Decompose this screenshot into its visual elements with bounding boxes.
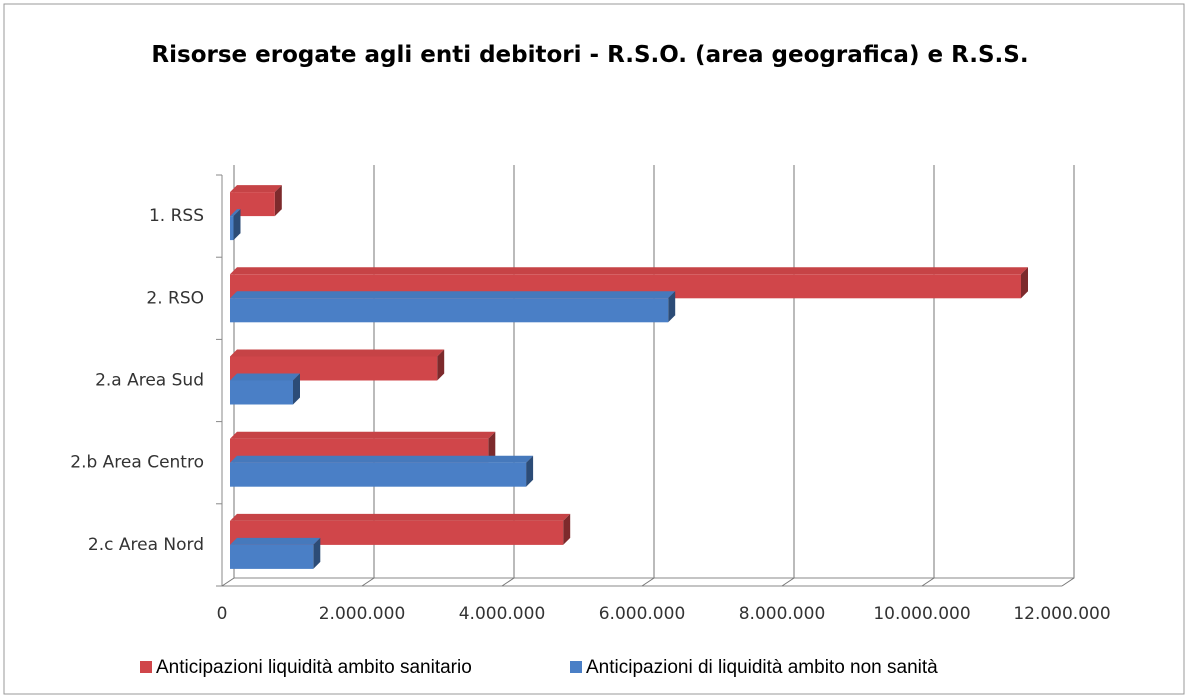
bar [230,537,321,569]
bar-side [437,349,445,381]
bar-side [233,209,241,241]
bar-side [563,513,571,545]
bar [230,373,300,405]
y-tick-label: 1. RSS [149,206,204,226]
grid-line [781,165,795,587]
bar-front [230,216,234,241]
bar-front [230,298,669,323]
x-tick-label: 10.000.000 [873,604,970,624]
frame [3,3,1185,695]
x-tick-label: 6.000.000 [599,604,686,624]
x-tick-label: 12.000.000 [1013,604,1110,624]
bar-top [230,185,282,193]
legend-swatch [140,661,152,673]
bar-side [488,431,496,463]
bar-front [230,462,527,487]
bar-top [230,513,571,521]
bar-front [230,380,293,405]
bar [230,291,676,323]
legend-label: Anticipazioni di liquidità ambito non sa… [586,657,938,678]
x-tick-label: 2.000.000 [319,604,406,624]
y-tick-label: 2.c Area Nord [88,535,204,555]
bar-front [230,544,314,569]
y-tick-label: 2.a Area Sud [95,371,204,391]
bar-top [230,291,676,299]
bar [230,209,241,241]
grid-line [1061,165,1075,587]
chart-title: Risorse erogate agli enti debitori - R.S… [151,42,1029,68]
bar-top [230,455,534,463]
grid-line [921,165,935,587]
bar-top [230,373,300,381]
bar [230,455,534,487]
legend-swatch [570,661,582,673]
bar-side [313,537,321,569]
y-tick-label: 2.b Area Centro [70,453,204,473]
legend-label: Anticipazioni liquidità ambito sanitario [156,657,472,678]
bar-side [274,185,282,217]
x-tick-label: 0 [217,604,228,624]
bar-top [230,267,1028,275]
y-tick-label: 2. RSO [146,288,204,308]
bar-top [230,537,321,545]
x-tick-label: 8.000.000 [739,604,826,624]
x-tick-label: 4.000.000 [459,604,546,624]
bar-side [293,373,300,405]
bar-top [230,209,241,217]
bar-side [668,291,676,323]
bar-top [230,431,496,439]
bar-side [1021,267,1028,299]
bar-side [526,455,534,487]
bar-top [230,349,445,357]
